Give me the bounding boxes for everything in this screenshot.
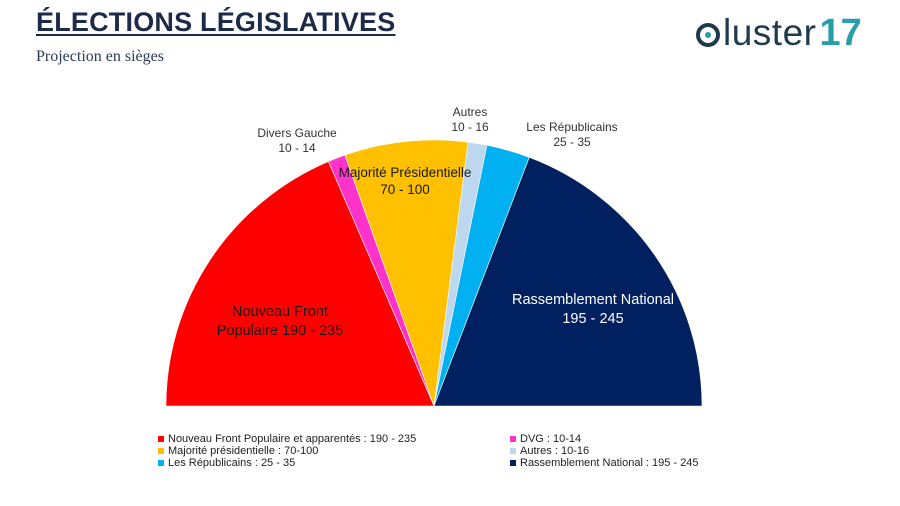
slice-maj [344,139,469,407]
slice-label-lr: Les Républicains 25 - 35 [526,120,617,149]
legend-label: Nouveau Front Populaire et apparentés : … [168,433,417,445]
legend-swatch [158,436,164,442]
legend-swatch [510,460,516,466]
legend-swatch [510,436,516,442]
slice-label-aut: Autres 10 - 16 [451,105,489,134]
logo-number: 17 [819,11,862,54]
legend-swatch [158,460,164,466]
legend-label: DVG : 10-14 [520,433,582,445]
slice-nfp [165,161,435,407]
legend-item-dvg: DVG : 10-14 [510,433,581,445]
legend-item-autres: Autres : 10-16 [510,445,589,457]
logo-c-icon [696,22,720,47]
legend-label: Majorité présidentielle : 70-100 [168,445,319,457]
slice-label-dvg: Divers Gauche 10 - 14 [257,126,337,155]
logo-text: luster [723,12,817,53]
slice-rn [433,157,703,407]
hemicycle-slices [165,139,703,407]
legend-swatch [158,448,164,454]
legend-label: Les Républicains : 25 - 35 [168,457,296,469]
legend-label: Rassemblement National : 195 - 245 [520,457,699,469]
hemicycle-labels: Nouveau Front Populaire 190 - 235 Divers G… [217,105,674,339]
legend-item-rn: Rassemblement National : 195 - 245 [510,457,699,469]
legend-item-nfp: Nouveau Front Populaire et apparentés : … [158,433,416,445]
page-title: ÉLECTIONS LÉGISLATIVES [36,7,396,37]
page-subtitle: Projection en sièges [36,48,164,65]
slice-label-rn: Rassemblement National 195 - 245 [512,292,674,327]
legend-item-maj: Majorité présidentielle : 70-100 [158,445,318,457]
slice-label-nfp: Nouveau Front Populaire 190 - 235 [217,304,344,339]
legend-label: Autres : 10-16 [520,445,590,457]
cluster17-logo: luster 17 [696,8,862,58]
legend-swatch [510,448,516,454]
slice-label-maj: Majorité Présidentielle 70 - 100 [339,165,472,197]
legend-item-lr: Les Républicains : 25 - 35 [158,457,295,469]
